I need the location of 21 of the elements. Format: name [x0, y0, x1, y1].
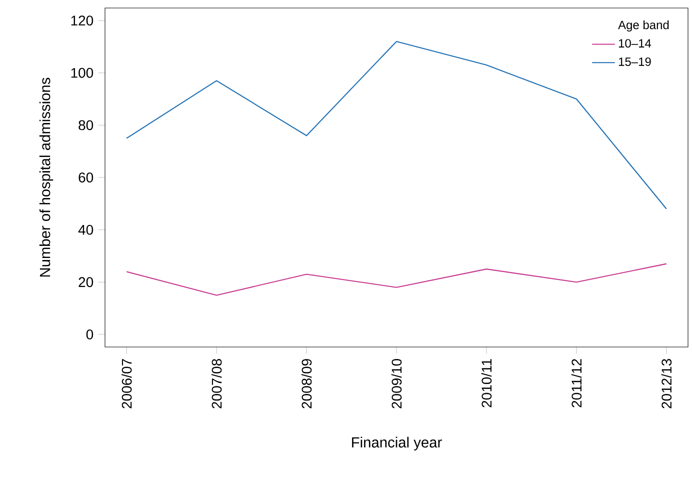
x-axis-title: Financial year — [352, 436, 442, 450]
x-tick-label: 2011/12 — [571, 359, 582, 408]
x-tick-label: 2012/13 — [661, 359, 672, 408]
legend-label: 10–14 — [618, 39, 652, 48]
x-tick-label: 2006/07 — [121, 359, 132, 408]
y-tick-label: 80 — [78, 120, 94, 130]
y-tick-label: 20 — [78, 277, 94, 288]
x-tick-label: 2009/10 — [391, 358, 402, 408]
y-tick-label: 120 — [71, 16, 94, 26]
line-series — [126, 40, 667, 210]
x-tick-label: 2008/09 — [301, 359, 312, 408]
y-tick-label: 60 — [78, 172, 94, 182]
x-tick-label: 2010/11 — [481, 359, 492, 408]
legend-title: Age band — [618, 20, 669, 32]
legend-label: 15–19 — [618, 57, 651, 66]
line-series — [126, 263, 667, 296]
x-tick-label: 2007/08 — [211, 359, 222, 408]
y-tick-label: 100 — [71, 68, 94, 78]
y-tick-label: 0 — [86, 329, 94, 340]
y-axis-title: Number of hospital admissions — [39, 78, 54, 277]
y-tick-label: 40 — [78, 224, 94, 235]
